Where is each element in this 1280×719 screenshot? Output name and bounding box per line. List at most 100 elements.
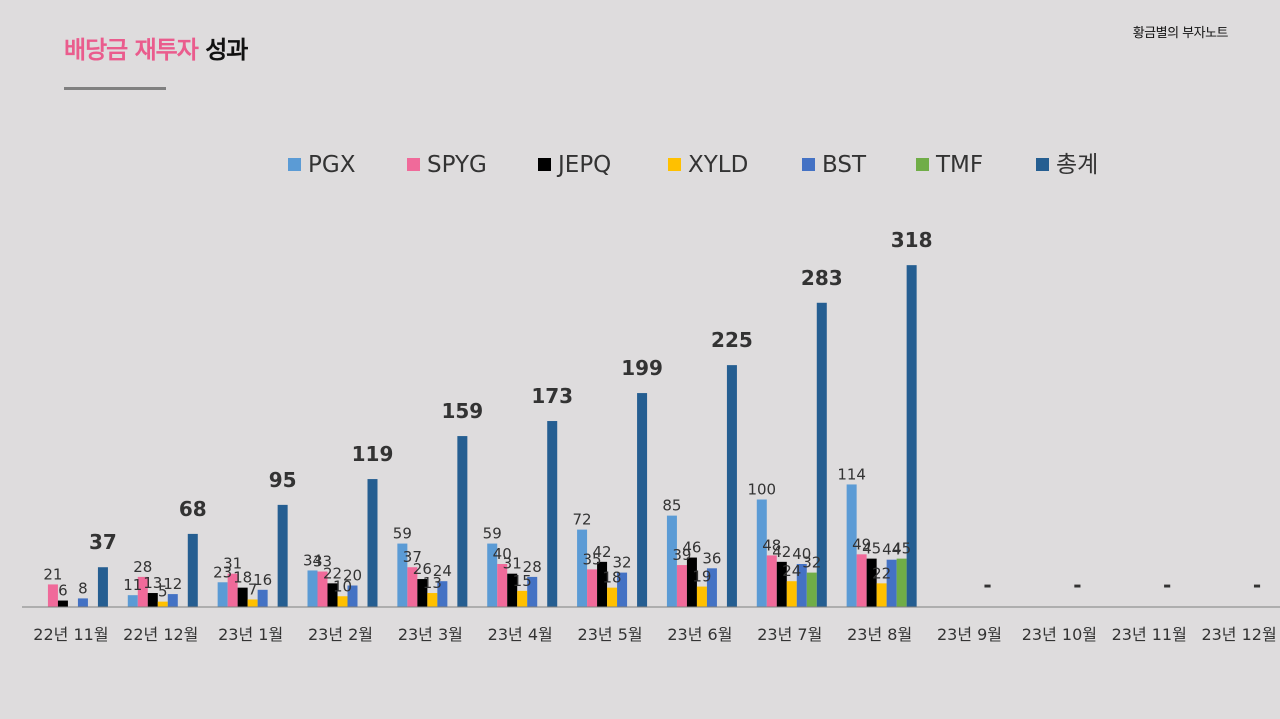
bar-series-1-5: [497, 564, 508, 607]
bar-series-4-1: [167, 594, 178, 607]
bar-series-0-9: [846, 484, 857, 607]
value-label-series-0-8: 100: [747, 481, 776, 499]
bar-series-1-9: [856, 554, 867, 607]
value-label-series-4-5: 28: [523, 558, 542, 576]
value-label-series-3-6: 18: [603, 569, 622, 587]
bar-series-5-8: [806, 572, 817, 607]
x-tick-label-8: 23년 7월: [757, 625, 822, 644]
x-tick-label-7: 23년 6월: [667, 625, 732, 644]
bar-series-3-5: [517, 590, 528, 607]
value-label-series-2-6: 42: [593, 543, 612, 561]
value-label-series-1-3: 33: [313, 553, 332, 571]
bar-series-2-6: [597, 561, 608, 607]
value-label-series-0-5: 59: [483, 525, 502, 543]
value-label-series-4-9: 44: [882, 541, 901, 559]
value-label-series-6-9: 318: [891, 228, 933, 252]
bar-series-1-3: [317, 571, 328, 607]
bar-series-2-0: [57, 600, 68, 607]
bar-series-2-7: [686, 557, 697, 607]
bar-series-0-3: [307, 570, 318, 607]
chart-value-labels: 216 8371128135126823311871695343322102011…: [43, 228, 1261, 600]
bar-series-6-0: [97, 567, 108, 607]
value-label-series-1-9: 49: [852, 535, 871, 553]
bar-series-4-9: [886, 559, 897, 607]
value-label-series-6-6: 199: [621, 356, 663, 380]
value-label-series-2-1: 13: [143, 574, 162, 592]
bar-series-2-4: [417, 579, 428, 607]
value-label-series-5-9: 45: [892, 540, 911, 558]
bar-series-4-2: [257, 589, 268, 607]
x-tick-label-4: 23년 3월: [398, 625, 463, 644]
bar-series-3-7: [696, 586, 707, 607]
x-tick-label-5: 23년 4월: [488, 625, 553, 644]
legend-label-series-6: 총계: [1056, 152, 1098, 178]
page-title: 배당금 재투자 성과: [64, 30, 248, 65]
bar-series-0-4: [397, 543, 408, 607]
value-label-series-1-8: 48: [762, 536, 781, 554]
value-label-series-1-6: 35: [583, 550, 602, 568]
value-label-series-1-0: 21: [43, 565, 62, 583]
legend-swatch-series-3: [668, 158, 681, 171]
bar-series-1-8: [766, 555, 777, 607]
bar-series-6-3: [367, 479, 378, 607]
title-underline: [64, 87, 166, 90]
bar-series-2-1: [147, 593, 158, 607]
legend-swatch-series-0: [288, 158, 301, 171]
x-tick-label-3: 23년 2월: [308, 625, 373, 644]
legend-swatch-series-5: [916, 158, 929, 171]
bar-series-6-7: [726, 365, 737, 607]
value-label-series-1-4: 37: [403, 548, 422, 566]
value-label-series-2-5: 31: [503, 555, 522, 573]
chart-bars: [47, 265, 917, 607]
value-label-series-5-8: 32: [802, 554, 821, 572]
legend-swatch-series-4: [802, 158, 815, 171]
value-label-series-6-8: 283: [801, 266, 843, 290]
legend-label-series-2: JEPQ: [556, 152, 611, 178]
value-label-series-6-7: 225: [711, 328, 753, 352]
legend-label-series-5: TMF: [935, 152, 983, 178]
bar-series-0-1: [127, 595, 138, 607]
bar-series-2-8: [776, 561, 787, 607]
bar-series-0-7: [666, 515, 677, 607]
bar-series-2-3: [327, 583, 338, 607]
bar-series-3-2: [247, 599, 258, 607]
x-axis-ticks: 22년 11월 22년 12월 23년 1월 23년 2월 23년 3월 23년 4월 23…: [33, 625, 1276, 644]
bar-series-4-0: [77, 598, 88, 607]
value-label-series-3-9: 22: [872, 564, 891, 582]
value-label-series-4-4: 24: [433, 562, 452, 580]
value-label-series-6-0: 37: [89, 530, 117, 554]
value-label-series-1-2: 31: [223, 555, 242, 573]
bar-series-1-6: [587, 569, 598, 607]
value-label-series-3-1: 5: [158, 583, 168, 601]
value-label-series-1-1: 28: [133, 558, 152, 576]
bar-series-4-7: [706, 568, 717, 607]
value-label-series-0-9: 114: [837, 465, 866, 483]
value-label-series-3-5: 15: [513, 572, 532, 590]
bar-series-1-4: [407, 567, 418, 607]
bar-series-0-8: [756, 499, 767, 607]
value-label-series-2-8: 42: [772, 543, 791, 561]
brand-label: 황금별의 부자노트: [1132, 26, 1229, 41]
value-label-series-0-7: 85: [662, 497, 681, 515]
value-label-series-4-1: 12: [163, 575, 182, 593]
bar-series-6-5: [547, 421, 558, 607]
value-label-series-2-0: 6: [58, 582, 68, 600]
value-label-series-3-3: 10: [333, 577, 352, 595]
bar-series-6-1: [187, 533, 198, 607]
bar-series-0-2: [217, 582, 228, 607]
value-label-series-3-2: 7: [248, 580, 258, 598]
title-accent: 배당금 재투자: [64, 36, 199, 64]
empty-label-10: -: [983, 573, 991, 597]
value-label-series-6-5: 173: [531, 384, 573, 408]
bar-series-5-9: [896, 558, 907, 607]
x-tick-label-2: 23년 1월: [218, 625, 283, 644]
value-label-series-4-7: 36: [702, 549, 721, 567]
bar-series-3-6: [607, 587, 618, 607]
bar-series-6-4: [457, 436, 468, 607]
value-label-series-4-0: 8: [78, 579, 88, 597]
bar-series-1-1: [137, 576, 148, 607]
x-tick-label-10: 23년 9월: [937, 625, 1002, 644]
x-tick-label-9: 23년 8월: [847, 625, 912, 644]
value-label-series-6-4: 159: [441, 399, 483, 423]
value-label-series-2-7: 46: [682, 539, 701, 557]
